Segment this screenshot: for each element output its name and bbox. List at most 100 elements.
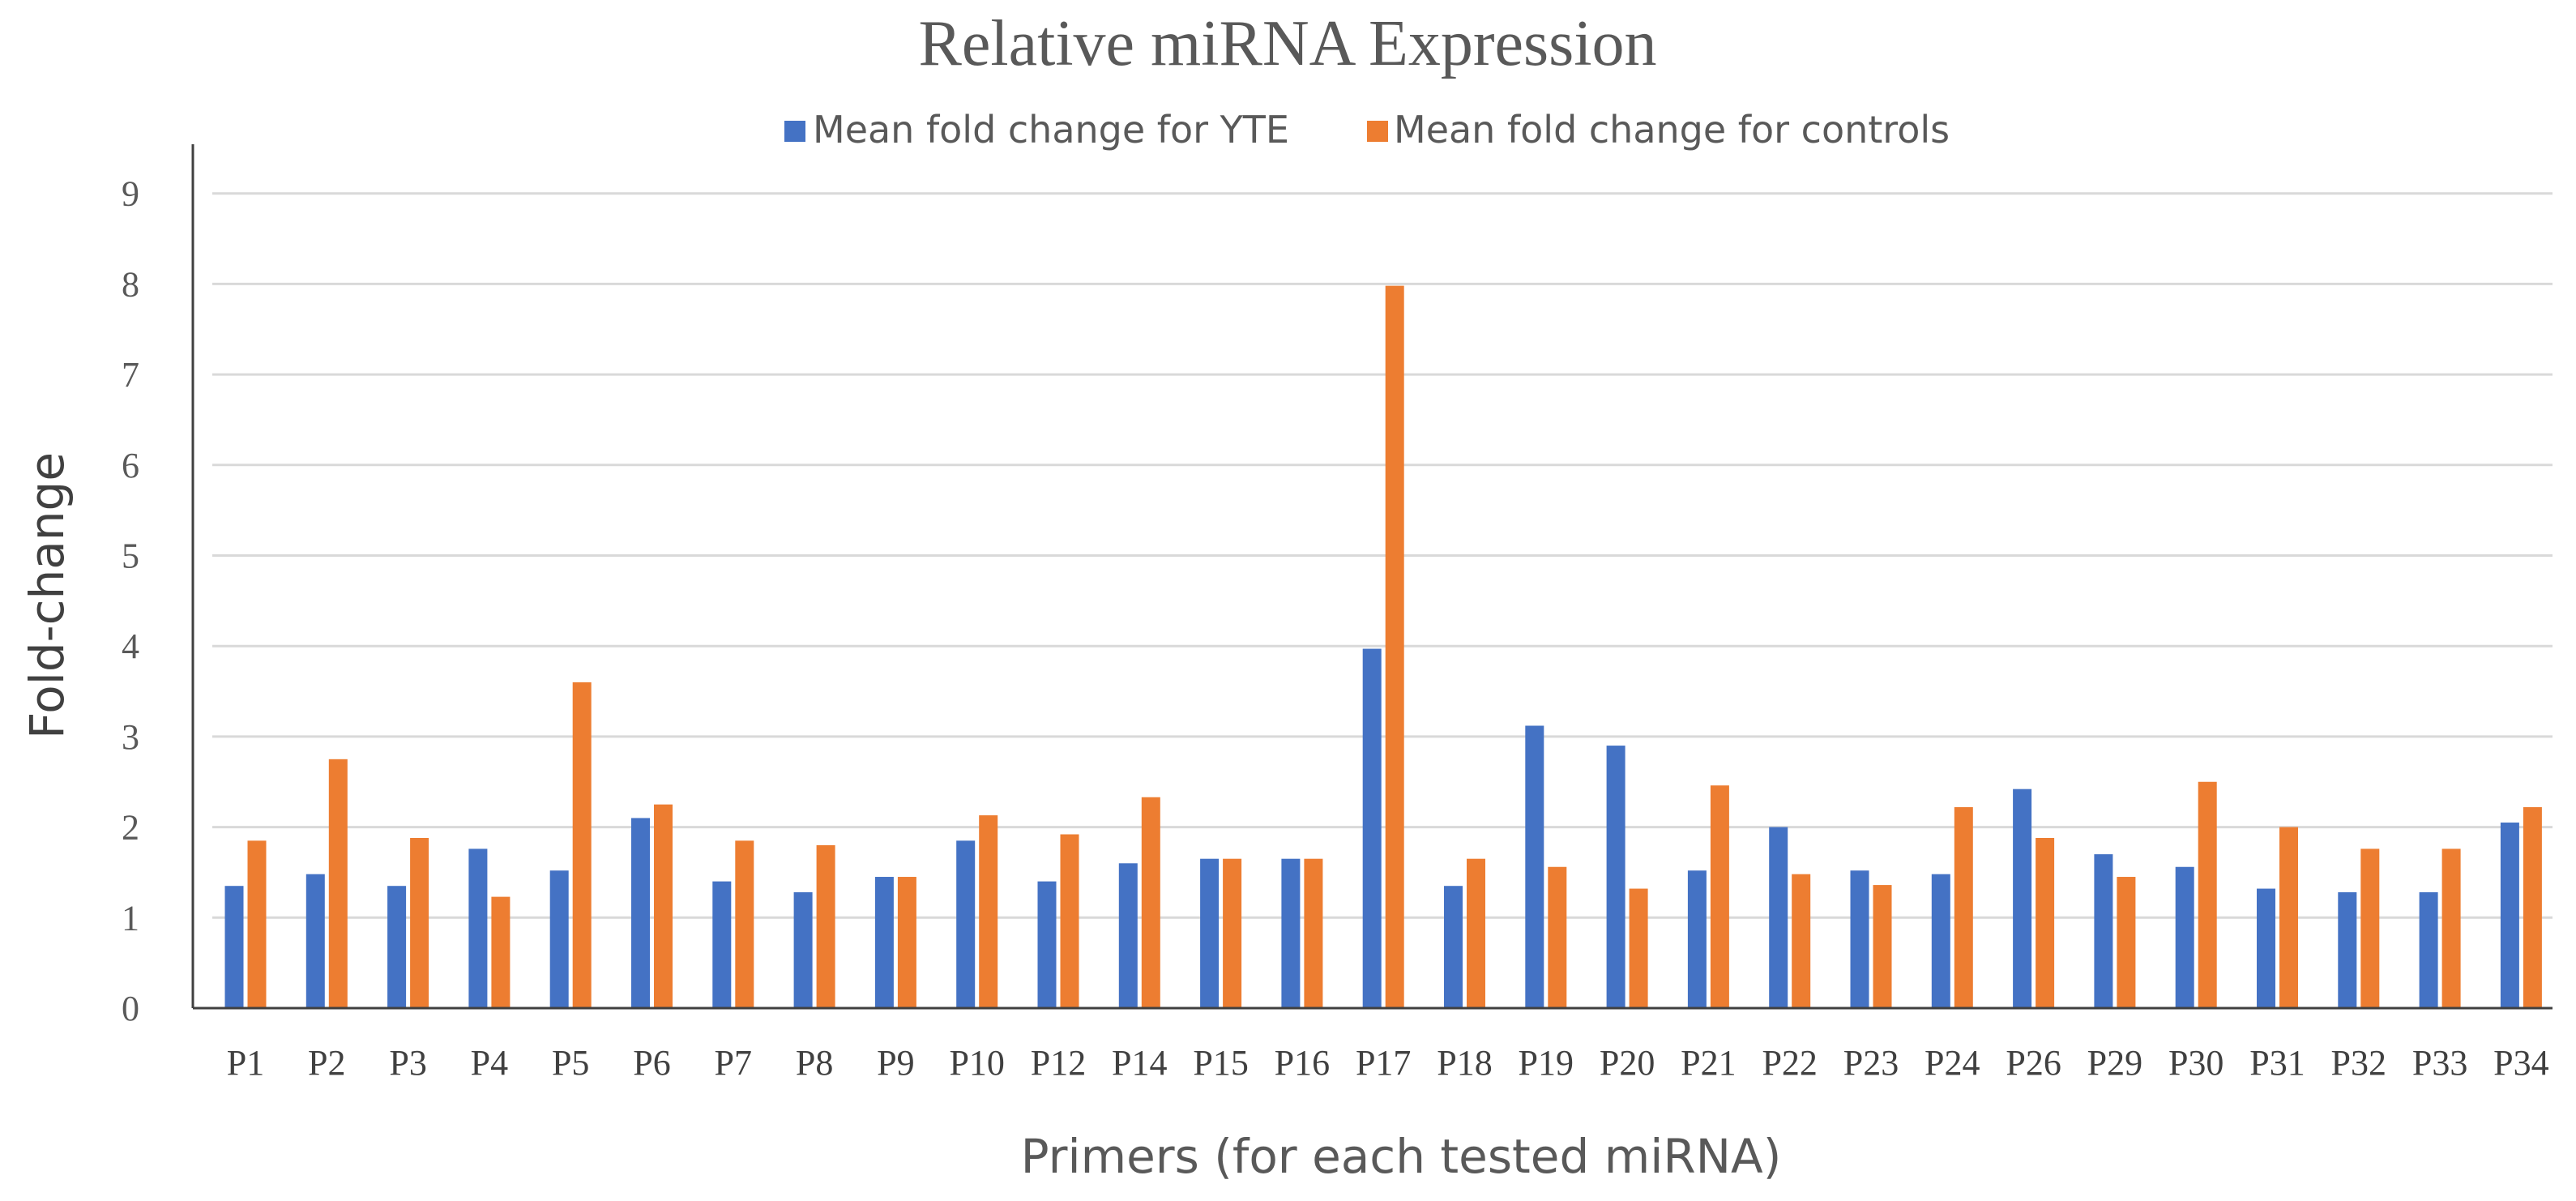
legend-label-controls: Mean fold change for controls <box>1394 108 1950 152</box>
x-tick-label: P12 <box>1031 1043 1086 1083</box>
bar-yte-p31 <box>2257 888 2275 1008</box>
x-axis-label: Primers (for each tested miRNA) <box>1021 1129 1782 1184</box>
bar-controls-p5 <box>572 682 592 1008</box>
bar-controls-p26 <box>2036 838 2055 1008</box>
bar-controls-p32 <box>2360 848 2380 1008</box>
x-tick-label: P10 <box>949 1043 1004 1083</box>
bar-controls-p3 <box>410 838 429 1008</box>
x-tick-label: P5 <box>552 1043 589 1083</box>
x-tick-label: P14 <box>1112 1043 1167 1083</box>
x-tick-label: P22 <box>1762 1043 1817 1083</box>
bar-controls-p30 <box>2198 781 2217 1008</box>
bar-yte-p26 <box>2013 789 2032 1008</box>
bar-yte-p6 <box>631 818 650 1008</box>
bar-yte-p33 <box>2419 892 2438 1008</box>
gridlines <box>212 192 2553 919</box>
bar-yte-p1 <box>224 886 244 1008</box>
x-tick-label: P2 <box>308 1043 345 1083</box>
x-tick-label: P20 <box>1600 1043 1655 1083</box>
bar-yte-p17 <box>1362 648 1382 1008</box>
x-tick-label: P16 <box>1275 1043 1330 1083</box>
x-tick-label: P24 <box>1925 1043 1980 1083</box>
legend-label-yte: Mean fold change for YTE <box>813 108 1289 152</box>
x-tick-label: P26 <box>2006 1043 2061 1083</box>
y-tick-label: 0 <box>122 989 139 1028</box>
x-tick-label: P23 <box>1843 1043 1899 1083</box>
bar-yte-p7 <box>712 881 732 1008</box>
bar-controls-p34 <box>2523 807 2542 1008</box>
bar-controls-p4 <box>491 896 511 1008</box>
bars <box>224 285 2542 1008</box>
bar-yte-p4 <box>468 848 488 1008</box>
bar-yte-p9 <box>874 877 894 1008</box>
bar-controls-p18 <box>1467 858 1485 1008</box>
y-axis-ticks: 0 1 2 3 4 5 6 7 8 9 <box>122 174 139 1028</box>
bar-yte-p3 <box>387 886 407 1008</box>
bar-controls-p23 <box>1873 885 1892 1008</box>
bar-controls-p15 <box>1223 858 1242 1008</box>
x-tick-label: P1 <box>227 1043 264 1083</box>
y-tick-label: 2 <box>122 808 139 848</box>
bar-controls-p17 <box>1385 285 1404 1008</box>
bar-yte-p24 <box>1931 874 1950 1008</box>
bar-controls-p16 <box>1304 858 1323 1008</box>
x-tick-label: P32 <box>2331 1043 2386 1083</box>
bar-yte-p5 <box>549 870 569 1008</box>
bar-yte-p22 <box>1769 827 1788 1008</box>
bar-controls-p12 <box>1060 834 1079 1008</box>
bar-yte-p10 <box>956 840 976 1008</box>
bar-controls-p2 <box>328 759 348 1008</box>
bar-controls-p24 <box>1954 807 1973 1008</box>
y-tick-label: 7 <box>122 355 139 395</box>
bar-yte-p14 <box>1118 863 1138 1008</box>
bar-yte-p32 <box>2338 892 2357 1008</box>
x-tick-label: P6 <box>633 1043 670 1083</box>
bar-yte-p18 <box>1444 886 1463 1008</box>
x-tick-label: P17 <box>1356 1043 1411 1083</box>
bar-controls-p6 <box>654 804 673 1008</box>
y-tick-label: 8 <box>122 264 139 304</box>
bar-controls-p7 <box>735 840 754 1008</box>
y-tick-label: 9 <box>122 174 139 214</box>
legend-swatch-controls <box>1367 121 1388 142</box>
bar-yte-p20 <box>1606 746 1625 1008</box>
x-axis-ticks: P1 P2 P3 P4 P5 P6 P7 P8 P9 P10 P12 P14 P15 P16 P17 P18 P… <box>227 1043 2549 1083</box>
x-tick-label: P30 <box>2168 1043 2224 1083</box>
x-tick-label: P7 <box>715 1043 752 1083</box>
bar-yte-p12 <box>1037 881 1057 1008</box>
bar-yte-p15 <box>1200 858 1220 1008</box>
bar-controls-p29 <box>2117 877 2136 1008</box>
x-tick-label: P34 <box>2493 1043 2548 1083</box>
legend-swatch-yte <box>784 121 805 142</box>
bar-controls-p10 <box>979 815 998 1008</box>
bar-yte-p34 <box>2500 823 2519 1008</box>
y-tick-label: 5 <box>122 536 139 576</box>
x-tick-label: P9 <box>877 1043 914 1083</box>
bar-yte-p16 <box>1281 858 1301 1008</box>
y-axis-label: Fold-change <box>19 452 75 739</box>
bar-yte-p19 <box>1525 725 1544 1008</box>
y-tick-label: 1 <box>122 898 139 938</box>
bar-yte-p2 <box>305 874 325 1008</box>
bar-yte-p21 <box>1687 870 1707 1008</box>
bar-controls-p33 <box>2441 848 2461 1008</box>
y-tick-label: 6 <box>122 446 139 485</box>
legend: Mean fold change for YTE Mean fold chang… <box>784 108 1950 152</box>
x-tick-label: P3 <box>389 1043 426 1083</box>
chart-title: Relative miRNA Expression <box>918 8 1656 79</box>
bar-controls-p21 <box>1710 785 1729 1008</box>
bar-yte-p8 <box>793 892 813 1008</box>
bar-controls-p8 <box>816 844 835 1008</box>
y-tick-label: 4 <box>122 626 139 666</box>
x-tick-label: P4 <box>471 1043 508 1083</box>
y-tick-label: 3 <box>122 717 139 757</box>
x-tick-label: P8 <box>796 1043 833 1083</box>
bar-controls-p14 <box>1141 797 1160 1008</box>
bar-yte-p29 <box>2094 854 2113 1008</box>
x-tick-label: P19 <box>1519 1043 1574 1083</box>
bar-controls-p22 <box>1792 874 1811 1008</box>
x-tick-label: P15 <box>1193 1043 1248 1083</box>
bar-controls-p1 <box>247 840 267 1008</box>
